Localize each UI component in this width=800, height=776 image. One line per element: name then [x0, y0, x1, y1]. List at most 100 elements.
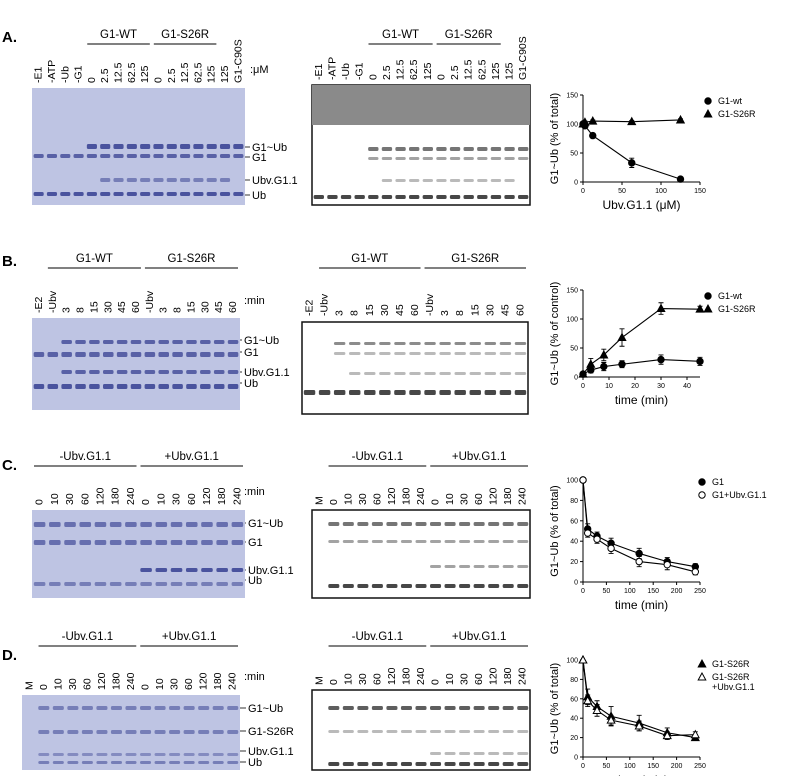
lane-group-label: +Ubv.G1.1: [162, 631, 216, 643]
data-point: [656, 303, 666, 313]
gel-band: [454, 342, 466, 345]
gel-band: [318, 390, 331, 395]
y-tick-label: 50: [570, 151, 578, 158]
lane-label: 0: [328, 679, 340, 685]
lane-label: 60: [409, 304, 421, 316]
gel-band: [502, 730, 514, 733]
lane-label: 60: [81, 678, 93, 690]
data-point: [628, 159, 636, 167]
gel-band: [488, 565, 500, 568]
gel-band: [490, 195, 502, 199]
lane-group-label: -Ubv.G1.1: [352, 631, 404, 643]
gel-band: [459, 730, 471, 733]
gel-band: [454, 372, 466, 375]
band-label: G1: [252, 152, 267, 164]
legend-label: G1-S26R +Ubv.G1.1: [712, 672, 755, 692]
data-point: [583, 529, 592, 537]
gel-band: [415, 762, 427, 766]
gel-band: [459, 762, 471, 766]
lane-label: 3: [334, 310, 346, 316]
gel-band: [126, 192, 137, 196]
gel-band: [409, 390, 421, 395]
gel-band: [444, 762, 456, 766]
lane-group-label: G1-WT: [100, 29, 137, 41]
gel-band: [409, 342, 421, 345]
lane-label: 30: [102, 301, 114, 313]
gel-band: [436, 157, 447, 160]
gel-band: [386, 706, 398, 710]
gel-band: [79, 582, 92, 586]
gel-band: [193, 154, 204, 158]
gel-band: [61, 384, 72, 389]
x-axis-label: Ubv.G1.1 (μM): [602, 198, 680, 212]
gel-band: [166, 154, 177, 158]
gel-band: [357, 730, 369, 733]
gel-band: [436, 195, 447, 199]
lane-group-label: +Ubv.G1.1: [452, 631, 506, 643]
gel-band: [81, 706, 93, 710]
gel-band: [422, 157, 433, 160]
gel-band: [379, 372, 391, 375]
lane-label: 10: [154, 678, 166, 690]
lane-group-label: G1-WT: [76, 253, 113, 265]
legend-label: G1-wt: [718, 291, 743, 301]
gel-band: [430, 730, 442, 733]
gel-band: [463, 195, 474, 199]
lane-label: 30: [169, 678, 181, 690]
x-tick-label: 0: [581, 588, 585, 595]
lane-label: -Ubv: [47, 290, 59, 313]
gel-band: [193, 144, 204, 149]
gel-band: [213, 352, 225, 357]
gel-band: [38, 706, 50, 710]
gel-band: [488, 540, 500, 543]
data-point: [675, 114, 686, 124]
lane-group-label: G1-WT: [351, 253, 388, 265]
gel-band: [364, 372, 376, 375]
legend-label: G1-S26R: [712, 659, 750, 669]
gel-band: [357, 584, 369, 588]
gel-band: [109, 522, 122, 527]
gel-band: [155, 522, 168, 527]
gel-band: [504, 195, 515, 199]
gel-band: [227, 352, 239, 357]
lane-label: 180: [400, 487, 412, 505]
legend-marker: [698, 491, 706, 499]
gel-band: [154, 753, 166, 756]
gel-band: [86, 192, 97, 196]
gel-band: [227, 706, 239, 710]
lane-label: 8: [75, 307, 87, 313]
y-axis-label: G1~Ub (% of total): [549, 663, 561, 754]
x-tick-label: 40: [683, 383, 691, 390]
gel-band: [212, 730, 224, 734]
gel-band: [395, 147, 406, 151]
gel-band: [444, 752, 456, 755]
gel-band: [125, 730, 137, 734]
gel-band: [144, 370, 156, 374]
data-point: [635, 549, 643, 558]
gel-band: [227, 370, 239, 374]
gel-band: [484, 372, 497, 375]
lane-label: 125: [219, 65, 231, 83]
gel-band: [394, 390, 406, 395]
x-tick-label: 100: [624, 763, 636, 770]
gel-band: [116, 340, 128, 344]
lane-label: 2.5: [381, 65, 393, 80]
gel-band: [216, 522, 228, 527]
gel-band: [180, 192, 191, 196]
band-label: Ubv.G1.1: [244, 367, 290, 379]
gel-band: [49, 522, 61, 527]
gel-band: [328, 584, 340, 588]
gel-band: [126, 144, 137, 149]
gel-band: [86, 154, 97, 158]
gel-band: [153, 192, 164, 196]
gel-band: [47, 352, 59, 357]
gel-band: [473, 565, 485, 568]
gel-band: [227, 384, 239, 389]
lane-label: 60: [371, 493, 383, 505]
gel-band: [231, 568, 244, 572]
gel-band: [125, 753, 137, 756]
lane-label: 120: [96, 672, 108, 690]
gel-band: [96, 730, 108, 734]
lane-label: 8: [172, 307, 184, 313]
